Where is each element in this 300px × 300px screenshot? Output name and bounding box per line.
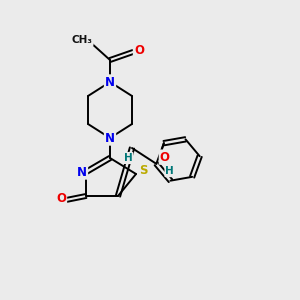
Text: N: N [105,76,115,88]
Text: N: N [105,131,115,145]
Text: O: O [134,44,144,56]
Text: H: H [124,153,132,163]
Text: O: O [160,151,170,164]
Text: O: O [56,191,66,205]
Text: CH₃: CH₃ [71,35,92,45]
Text: N: N [77,166,87,178]
Text: H: H [166,166,174,176]
Text: S: S [139,164,147,178]
